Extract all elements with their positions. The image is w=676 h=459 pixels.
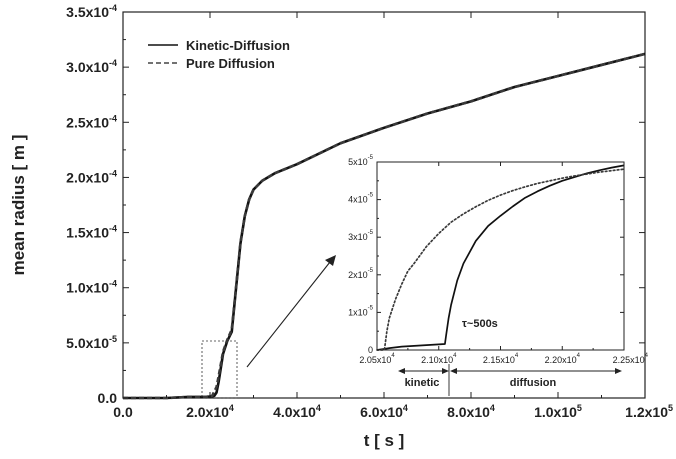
inset-series-group [376,164,625,351]
zoom-region-box [201,340,238,399]
diffusion-label: diffusion [510,377,557,389]
kinetic-phase-arrow [398,368,449,374]
inset-x-tick-label: 2.20x104 [545,353,581,365]
main-y-tick-label: 3.0x10-4 [66,58,117,75]
zoom-arrow-line [246,261,331,368]
inset-y-tick-label: 4x10-5 [348,193,374,205]
inset-plot-frame [376,161,625,351]
main-y-tick-label: 3.5x10-4 [66,3,117,20]
y-axis-title: mean radius [ m ] [9,135,28,276]
legend-label-kinetic-diffusion: Kinetic-Diffusion [186,38,290,53]
main-x-tick-label: 0.0 [113,404,133,420]
main-x-tick-label: 6.0x104 [360,403,408,420]
main-x-tick-label: 2.0x104 [186,403,234,420]
legend-label-pure-diffusion: Pure Diffusion [186,56,275,71]
main-ticks: 0.0 2.0x104 4.0x104 6.0x104 8.0x104 1.0x105 1.… [66,3,673,420]
main-y-tick-label: 1.5x10-4 [66,224,117,241]
main-y-tick-label: 0.0 [98,390,118,406]
inset-y-tick-label: 2x10-5 [348,268,374,280]
main-x-tick-label: 8.0x104 [447,403,495,420]
main-y-tick-label: 2.0x10-4 [66,168,117,185]
diffusion-phase-arrow [450,368,622,374]
main-x-tick-label: 1.2x105 [625,403,673,420]
inset-y-tick-label: 3x10-5 [348,230,374,242]
main-y-tick-label: 1.0x10-4 [66,279,117,296]
main-x-tick-label: 4.0x104 [273,403,321,420]
tau-annotation: τ~500s [462,318,498,330]
main-y-tick-label: 5.0x10-5 [66,334,117,351]
inset-ticks: 2.05x104 2.10x104 2.15x104 2.20x104 2.25x104… [348,155,649,365]
inset-x-tick-label: 2.05x104 [359,353,395,365]
main-x-tick-label: 1.0x105 [534,403,582,420]
main-y-tick-label: 2.5x10-4 [66,113,117,130]
inset-y-tick-label: 0 [368,345,373,355]
legend: Kinetic-Diffusion Pure Diffusion [148,38,290,71]
inset-x-tick-label: 2.25x104 [613,353,649,365]
zoom-arrow-head [325,255,336,266]
inset-y-tick-label: 1x10-5 [348,305,374,317]
main-series-pure-diffusion [123,52,646,400]
inset-x-tick-label: 2.10x104 [421,353,457,365]
main-series-group [123,52,646,400]
inset-x-tick-label: 2.15x104 [483,353,519,365]
inset-series-kinetic-diffusion [376,164,625,351]
kinetic-label: kinetic [405,377,440,389]
inset-series-pure-diffusion [376,168,625,351]
x-axis-title: t [ s ] [364,431,405,450]
inset-y-tick-label: 5x10-5 [348,155,374,167]
